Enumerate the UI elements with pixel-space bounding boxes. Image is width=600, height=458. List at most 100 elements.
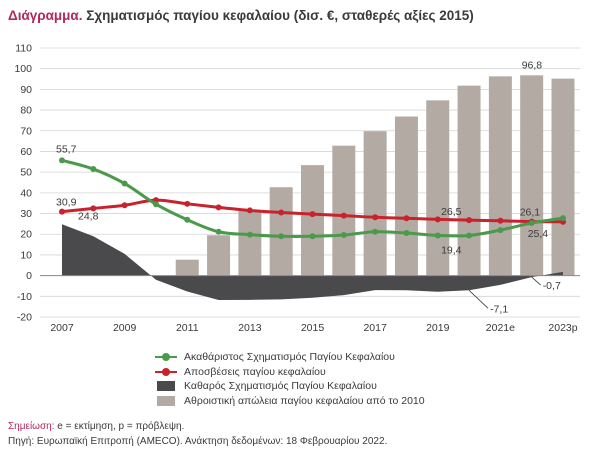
- depreciation-point: [59, 208, 65, 215]
- bar: [175, 259, 199, 276]
- y-tick-label: -20: [17, 312, 32, 324]
- legend-swatch-cumulative: [154, 395, 178, 407]
- y-tick-label: 90: [20, 84, 32, 96]
- depreciation-point: [215, 204, 222, 211]
- gross-point: [340, 232, 347, 239]
- depreciation-point: [497, 217, 504, 224]
- y-tick-label: 70: [20, 125, 32, 137]
- legend-label-depreciation: Αποσβέσεις παγίου κεφαλαίου: [184, 365, 326, 378]
- chart-title-prefix: Διάγραμμα.: [8, 8, 83, 23]
- bar: [394, 116, 418, 276]
- legend-label-gross: Ακαθάριστος Σχηματισμός Παγίου Κεφαλαίου: [184, 351, 395, 364]
- data-label: 30,9: [56, 197, 77, 209]
- data-label: 96,8: [522, 59, 543, 71]
- gross-point: [403, 229, 410, 236]
- bar: [332, 145, 356, 276]
- x-tick-label: 2011: [176, 322, 199, 334]
- legend-item-depreciation: Αποσβέσεις παγίου κεφαλαίου: [154, 365, 425, 380]
- depreciation-point: [121, 202, 128, 209]
- gross-point: [121, 180, 128, 187]
- chart-title-text: Σχηματισμός παγίου κεφαλαίου (δισ. €, στ…: [86, 8, 474, 23]
- depreciation-point: [184, 200, 191, 207]
- depreciation-point: [372, 214, 379, 221]
- data-label: 24,8: [78, 210, 99, 222]
- net-area: [62, 224, 563, 301]
- x-tick-label: 2013: [238, 322, 262, 334]
- y-tick-label: 10: [20, 249, 32, 261]
- note-prefix: Σημείωση:: [8, 421, 55, 432]
- note-line: Σημείωση: e = εκτίμηση, p = πρόβλεψη.: [8, 419, 387, 434]
- legend-item-gross: Ακαθάριστος Σχηματισμός Παγίου Κεφαλαίου: [154, 350, 425, 365]
- gross-point: [246, 231, 253, 238]
- annotation-leader: [468, 290, 489, 309]
- gross-point: [372, 228, 379, 235]
- depreciation-point: [434, 216, 441, 223]
- depreciation-point: [90, 205, 97, 212]
- y-tick-label: 50: [20, 167, 32, 179]
- y-tick-label: 0: [26, 270, 32, 282]
- data-label: 25,4: [528, 228, 549, 240]
- y-tick-label: 80: [20, 105, 32, 117]
- x-tick-label: 2015: [301, 322, 325, 334]
- gross-point: [309, 233, 316, 240]
- gross-point: [59, 157, 65, 164]
- gross-point: [434, 232, 441, 239]
- x-tick-label: 2019: [426, 322, 450, 334]
- bar: [426, 100, 450, 276]
- data-label: -7,1: [490, 303, 508, 315]
- gross-point: [528, 220, 535, 227]
- bar: [551, 78, 575, 276]
- gross-point: [90, 166, 97, 173]
- bar: [301, 165, 324, 276]
- depreciation-point: [246, 207, 253, 214]
- depreciation-point: [466, 217, 473, 224]
- x-tick-label: 2021e: [486, 322, 515, 334]
- y-tick-label: 110: [15, 43, 32, 55]
- notes: Σημείωση: e = εκτίμηση, p = πρόβλεψη. Πη…: [8, 419, 387, 449]
- y-tick-label: 100: [14, 63, 32, 75]
- legend-swatch-gross: [154, 351, 178, 363]
- gross-point: [215, 228, 222, 235]
- bar: [457, 85, 481, 276]
- data-label: 26,5: [441, 206, 462, 218]
- y-tick-label: 60: [20, 146, 32, 158]
- legend-swatch-net: [154, 380, 178, 392]
- depreciation-point: [278, 209, 285, 216]
- y-tick-label: 40: [20, 187, 32, 199]
- y-tick-label: 30: [20, 208, 32, 220]
- gross-point: [184, 216, 191, 223]
- gross-point: [466, 232, 473, 239]
- bar: [238, 211, 262, 276]
- x-tick-label: 2009: [113, 322, 137, 334]
- depreciation-point: [403, 215, 410, 222]
- x-tick-label: 2017: [363, 322, 387, 334]
- data-label: 26,1: [520, 207, 541, 219]
- x-tick-label: 2007: [50, 322, 74, 334]
- legend-label-cumulative: Αθροιστική απώλεια παγίου κεφαλαίου από …: [184, 394, 425, 407]
- gross-point: [278, 233, 285, 240]
- bar: [207, 235, 231, 276]
- y-tick-label: 20: [20, 229, 32, 241]
- legend: Ακαθάριστος Σχηματισμός Παγίου Κεφαλαίου…: [154, 350, 425, 408]
- legend-swatch-depreciation: [154, 366, 178, 378]
- bar: [488, 76, 512, 276]
- data-label: -0,7: [543, 280, 561, 292]
- data-label: 55,7: [56, 143, 77, 155]
- chart: -20 -10 0 10 20 30 40 50 60 70 80 90 100 110 2007 2009 2…: [14, 43, 580, 334]
- y-tick-label: -10: [17, 291, 32, 303]
- bar: [269, 187, 293, 276]
- legend-item-net: Καθαρός Σχηματισμός Παγίου Κεφαλαίου: [154, 379, 425, 394]
- gross-point: [560, 215, 566, 222]
- x-tick-label: 2023p: [548, 322, 577, 334]
- gross-point: [152, 201, 159, 208]
- note-text: e = εκτίμηση, p = πρόβλεψη.: [57, 421, 185, 432]
- bar: [363, 131, 387, 276]
- chart-title: Διάγραμμα. Σχηματισμός παγίου κεφαλαίου …: [8, 8, 474, 23]
- data-label: 19,4: [441, 244, 462, 256]
- depreciation-point: [309, 211, 316, 218]
- legend-label-net: Καθαρός Σχηματισμός Παγίου Κεφαλαίου: [184, 380, 377, 393]
- gross-point: [497, 227, 504, 234]
- depreciation-point: [340, 212, 347, 219]
- annotation-leader: [531, 276, 541, 286]
- bar: [520, 75, 544, 276]
